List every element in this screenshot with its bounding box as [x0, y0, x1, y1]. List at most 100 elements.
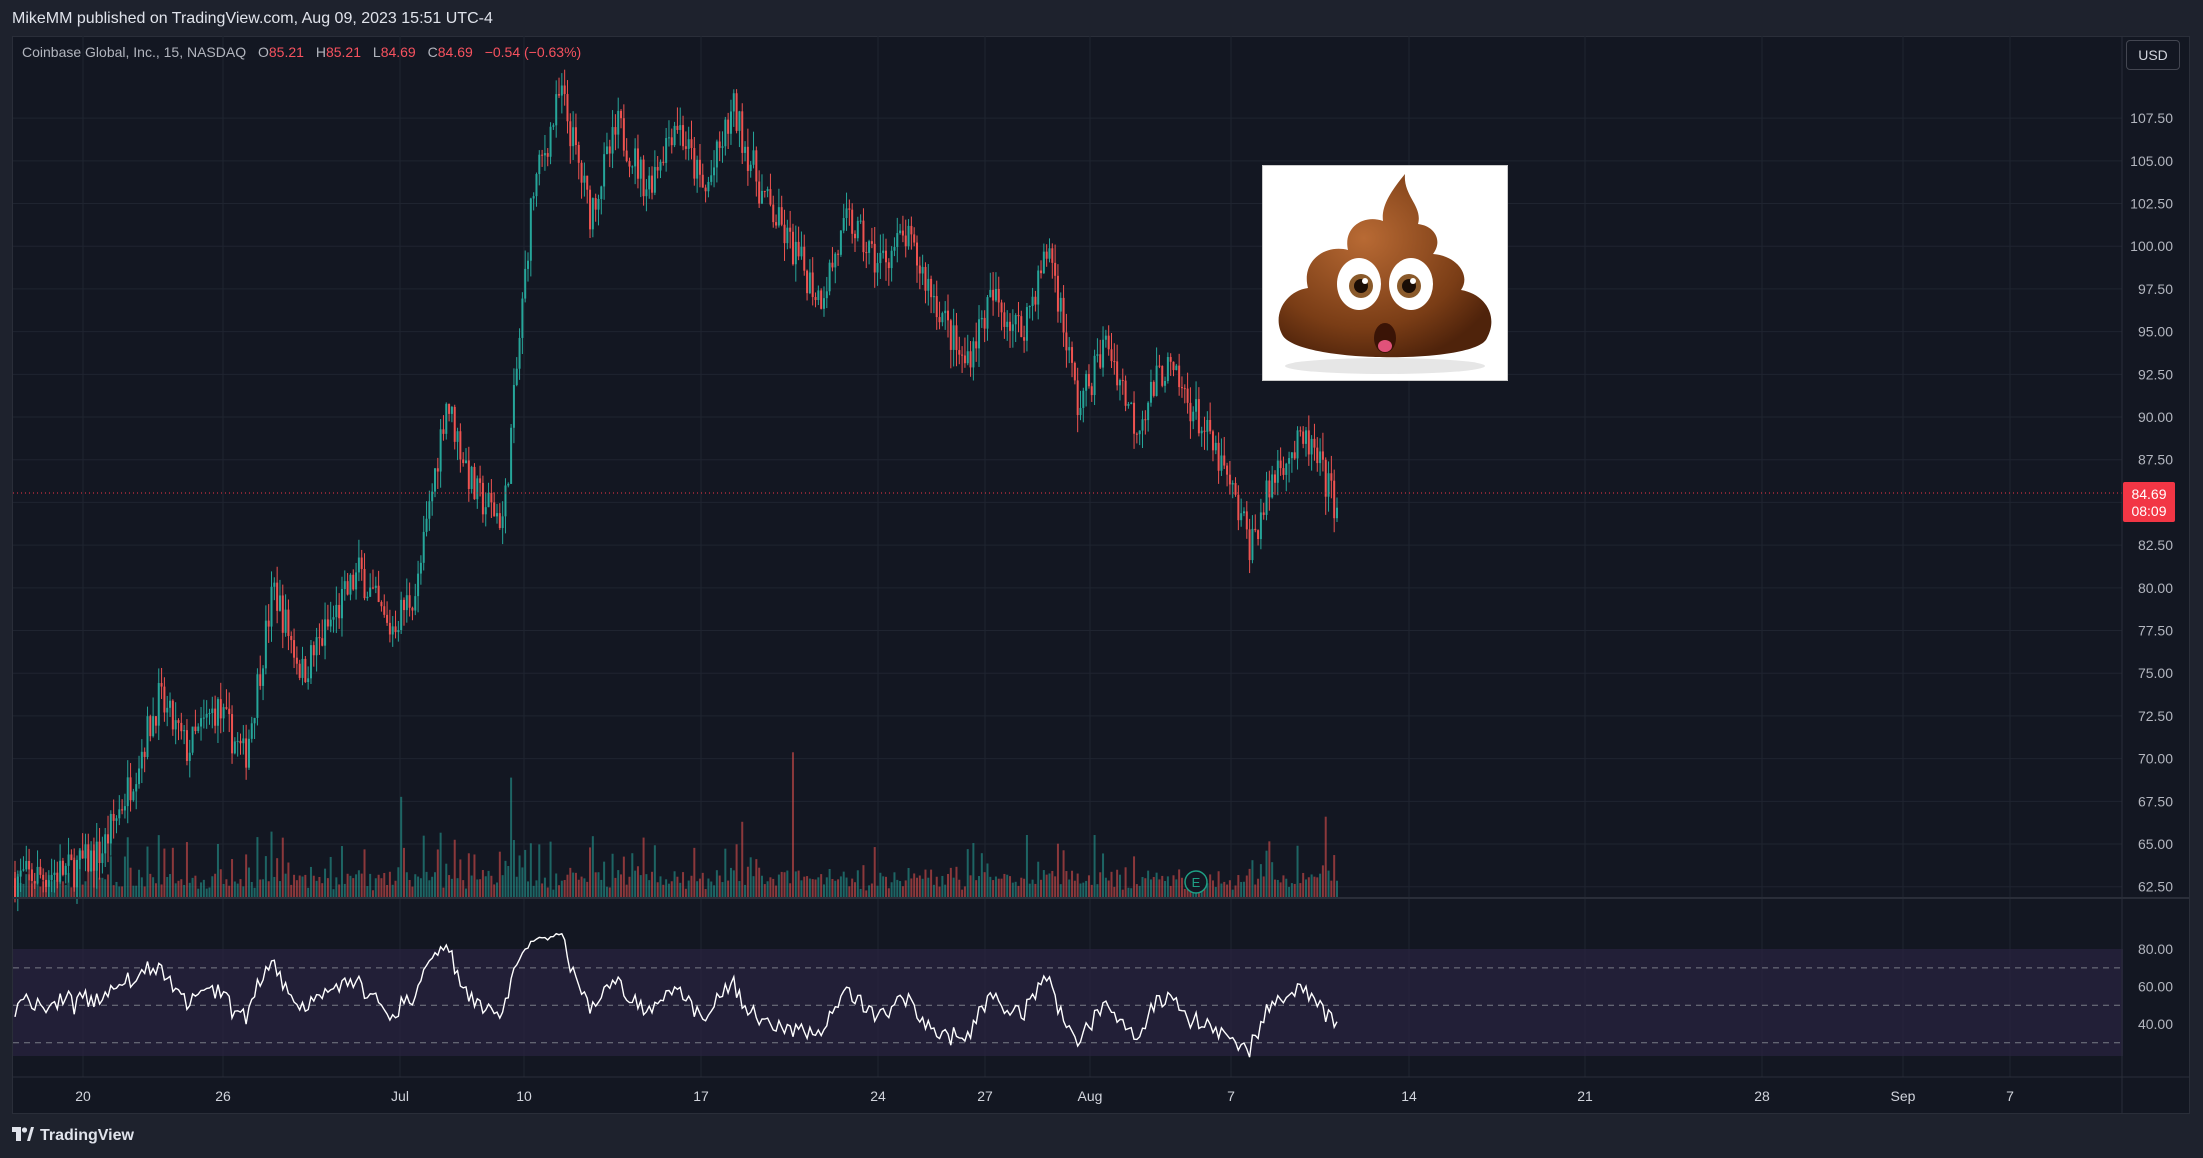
candle — [400, 591, 403, 634]
candle — [721, 131, 724, 163]
candle — [1183, 384, 1186, 404]
price-tick-label: 92.50 — [2138, 366, 2173, 382]
volume-bar — [975, 880, 978, 897]
volume-bar — [682, 872, 685, 897]
candle — [1220, 438, 1223, 476]
volume-bar — [651, 871, 654, 897]
volume-bar — [259, 879, 262, 897]
candle — [228, 692, 231, 733]
volume-bar — [1087, 875, 1090, 897]
volume-bar — [380, 878, 383, 897]
volume-bar — [890, 882, 893, 897]
volume-bar — [138, 869, 141, 897]
volume-bar — [25, 874, 28, 897]
candle — [84, 833, 87, 872]
candle — [808, 259, 811, 295]
candle — [870, 227, 873, 249]
candle — [904, 219, 907, 258]
volume-bar — [992, 880, 995, 897]
candle — [1164, 376, 1167, 393]
candle — [710, 159, 713, 186]
price-tick-label: 102.50 — [2130, 196, 2173, 212]
volume-bar — [104, 879, 107, 897]
candle — [586, 175, 589, 204]
volume-bar — [1121, 889, 1124, 897]
volume-bar — [33, 882, 36, 897]
volume-bar — [146, 846, 149, 897]
candle — [1009, 313, 1012, 348]
volume-bar — [78, 848, 81, 897]
currency-button[interactable]: USD — [2126, 40, 2180, 70]
candle — [343, 570, 346, 601]
candle — [1172, 361, 1175, 377]
volume-bar — [132, 885, 135, 897]
candle — [1324, 457, 1327, 515]
candle — [169, 692, 172, 717]
chart-frame[interactable] — [12, 36, 2190, 1114]
volume-bar — [245, 854, 248, 897]
candle — [572, 111, 575, 161]
candle — [380, 600, 383, 612]
candle — [583, 162, 586, 197]
volume-bar — [338, 884, 341, 897]
volume-bar — [628, 876, 631, 897]
volume-bar — [87, 848, 90, 897]
volume-bar — [1144, 878, 1147, 897]
candle — [1265, 471, 1268, 521]
volume-bar — [1211, 880, 1214, 897]
open-label: O — [258, 44, 269, 60]
candle — [890, 246, 893, 282]
candle — [1242, 507, 1245, 517]
volume-bar — [727, 880, 730, 897]
volume-bar — [966, 849, 969, 897]
candle — [456, 427, 459, 461]
candle — [786, 219, 789, 250]
candle — [1062, 285, 1065, 347]
tradingview-logo[interactable]: TradingView — [12, 1127, 134, 1145]
volume-bar — [820, 874, 823, 897]
svg-text:E: E — [1192, 875, 1201, 890]
candle — [1051, 243, 1054, 279]
candle — [233, 737, 236, 755]
candle — [614, 114, 617, 151]
candle — [713, 150, 716, 188]
volume-bar — [980, 853, 983, 897]
candle — [214, 695, 217, 734]
volume-bar — [715, 870, 718, 897]
price-tick-label: 65.00 — [2138, 836, 2173, 852]
volume-bar — [1288, 886, 1291, 897]
time-tick-label: 21 — [1577, 1088, 1593, 1104]
volume-bar — [1310, 874, 1313, 897]
candle — [1169, 353, 1172, 376]
volume-bar — [1248, 868, 1251, 897]
volume-bar — [670, 881, 673, 897]
volume-bar — [1076, 873, 1079, 897]
candle — [930, 275, 933, 314]
poop-emoji-icon — [1262, 165, 1508, 381]
candle — [510, 423, 513, 485]
volume-bar — [831, 878, 834, 897]
volume-bar — [1313, 876, 1316, 897]
candle — [766, 186, 769, 198]
price-tick-label: 97.50 — [2138, 281, 2173, 297]
candle — [180, 712, 183, 740]
candle — [963, 337, 966, 368]
candle — [543, 134, 546, 171]
candle — [639, 156, 642, 198]
volume-bar — [414, 874, 417, 897]
earnings-E-icon[interactable]: E — [1184, 870, 1208, 894]
volume-bar — [174, 883, 177, 897]
candle — [1319, 438, 1322, 476]
volume-bar — [386, 885, 389, 897]
brand-name: TradingView — [40, 1127, 134, 1144]
volume-bar — [507, 866, 510, 897]
candle — [160, 667, 163, 700]
candle — [369, 573, 372, 598]
volume-bar — [667, 883, 670, 897]
volume-bar — [473, 854, 476, 897]
volume-bar — [794, 871, 797, 897]
candle — [355, 562, 358, 600]
candle — [138, 755, 141, 789]
candle — [1271, 465, 1274, 499]
